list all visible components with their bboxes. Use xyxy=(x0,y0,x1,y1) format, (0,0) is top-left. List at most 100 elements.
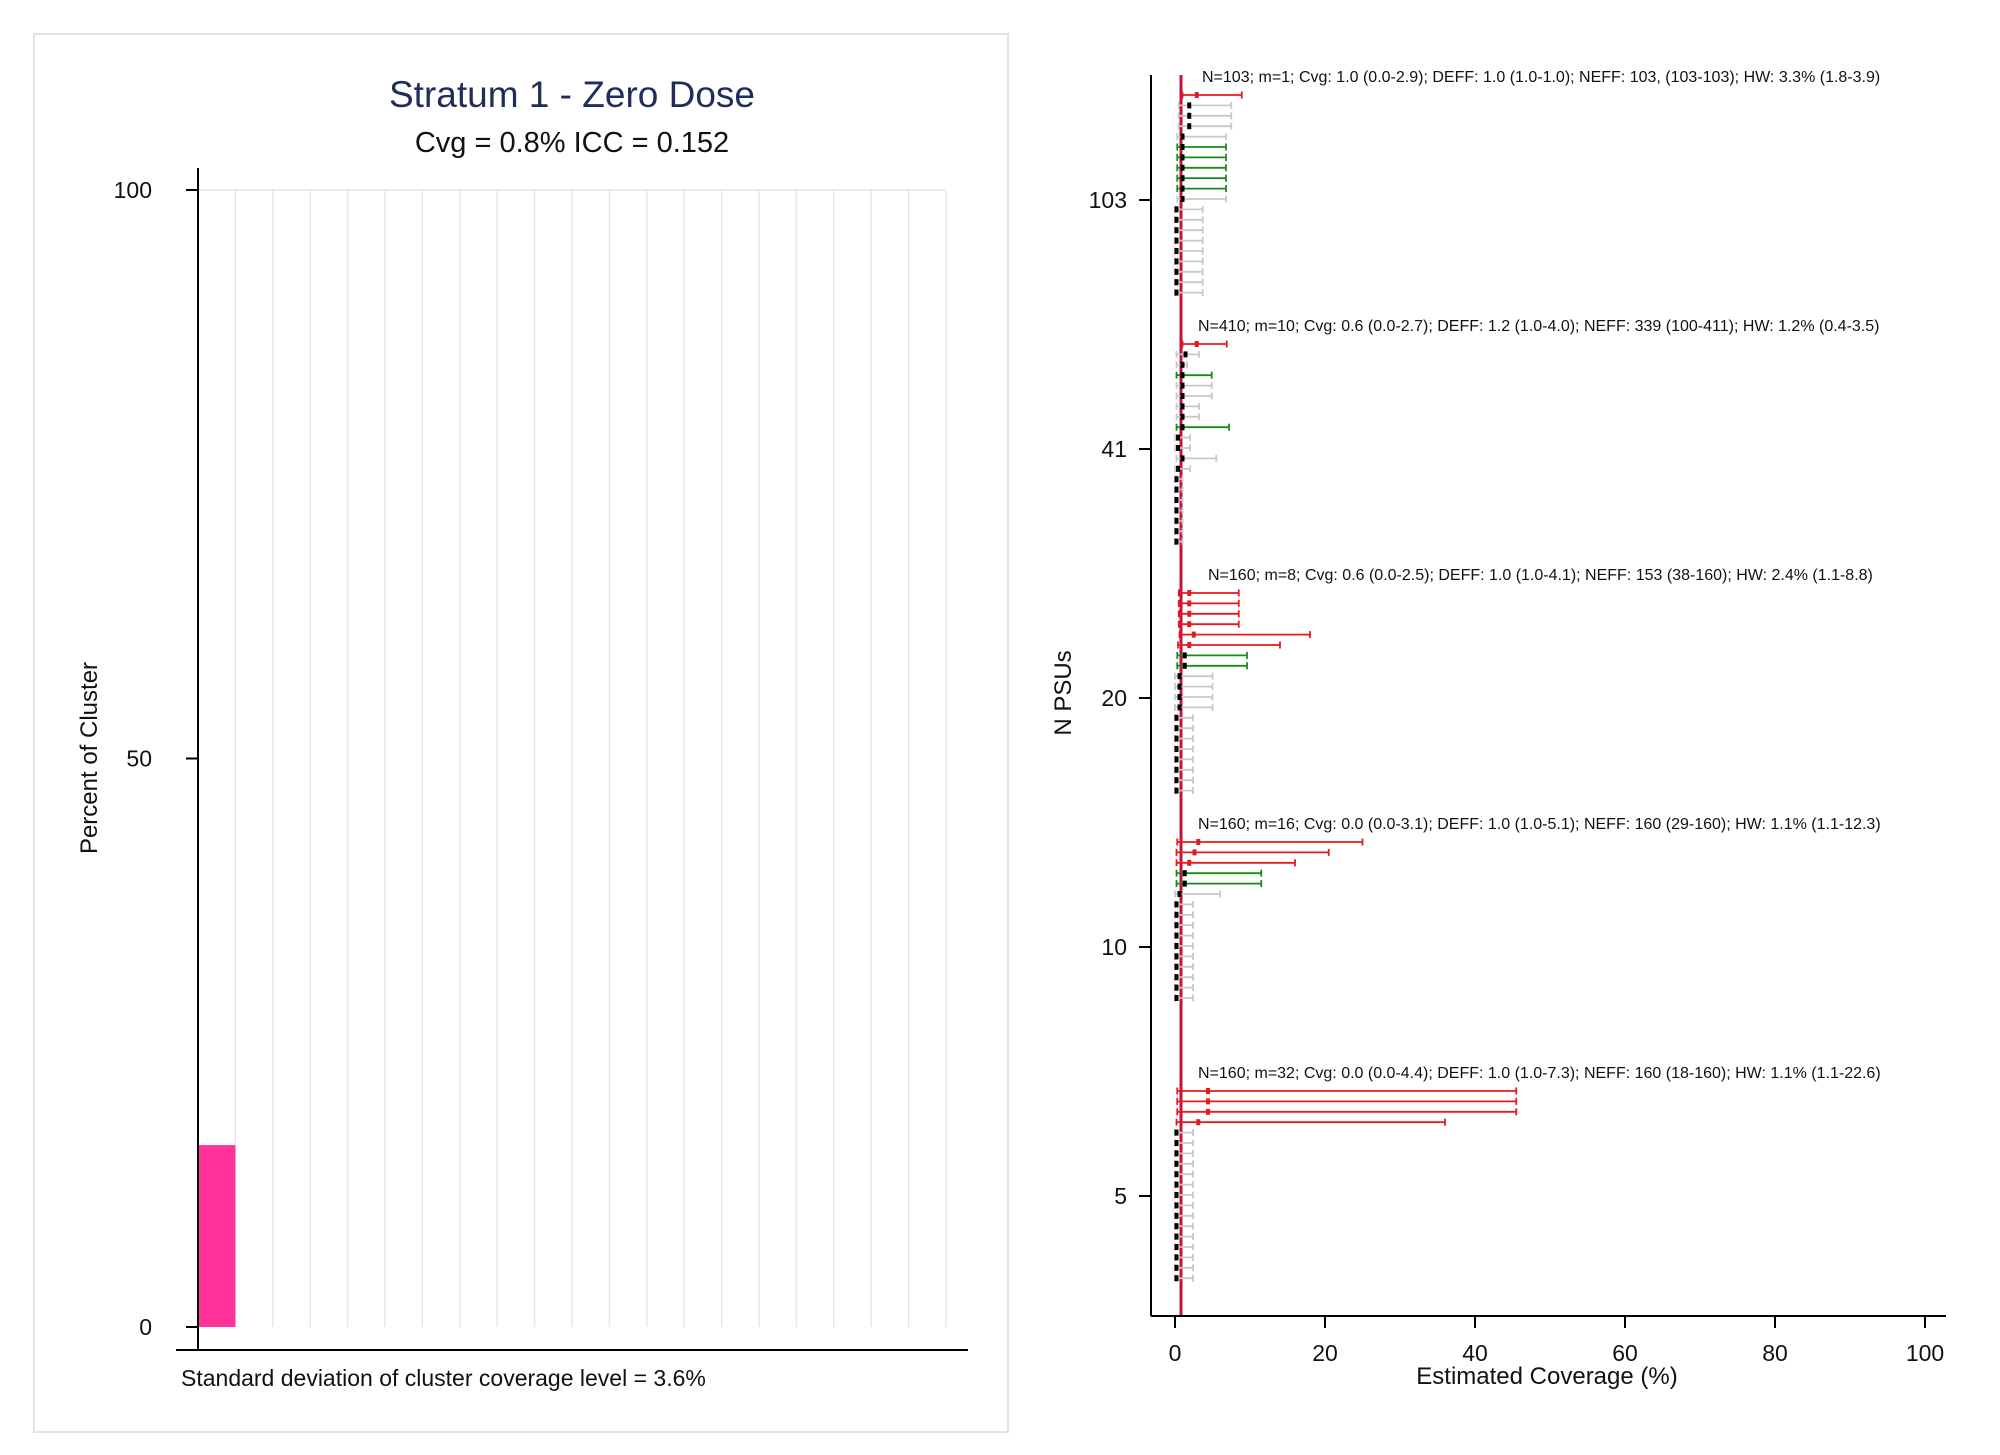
coverage-point xyxy=(1174,756,1179,763)
coverage-y-tick-label: 103 xyxy=(1089,187,1127,213)
coverage-x-tick-label: 100 xyxy=(1906,1340,1944,1366)
coverage-point xyxy=(1174,538,1179,545)
coverage-point xyxy=(1174,1233,1179,1240)
coverage-point xyxy=(1206,1088,1210,1094)
coverage-point xyxy=(1177,694,1182,700)
coverage-y-tick-label: 41 xyxy=(1101,436,1127,462)
coverage-point xyxy=(1174,901,1179,908)
coverage-point xyxy=(1176,445,1180,451)
coverage-point xyxy=(1174,258,1179,265)
coverage-point xyxy=(1177,673,1182,680)
coverage-x-tick-label: 0 xyxy=(1169,1340,1182,1366)
coverage-point xyxy=(1180,382,1185,389)
coverage-x-tick-label: 60 xyxy=(1612,1340,1638,1366)
coverage-point xyxy=(1174,1254,1179,1261)
coverage-group-annotation: N=160; m=32; Cvg: 0.0 (0.0-4.4); DEFF: 1… xyxy=(1198,1065,1881,1082)
coverage-x-label: Estimated Coverage (%) xyxy=(1416,1363,1677,1390)
coverage-group-annotation: N=160; m=16; Cvg: 0.0 (0.0-3.1); DEFF: 1… xyxy=(1198,816,1881,833)
coverage-point xyxy=(1180,361,1185,368)
coverage-point xyxy=(1187,600,1192,607)
coverage-annotations: N=103; m=1; Cvg: 1.0 (0.0-2.9); DEFF: 1.… xyxy=(1198,69,1881,1082)
coverage-point xyxy=(1174,206,1179,213)
histogram-y-tick-label: 0 xyxy=(139,1314,152,1340)
coverage-point xyxy=(1187,123,1192,130)
coverage-point xyxy=(1187,610,1192,617)
coverage-group-annotation: N=160; m=8; Cvg: 0.6 (0.0-2.5); DEFF: 1.… xyxy=(1208,567,1873,584)
coverage-point xyxy=(1174,911,1179,918)
coverage-point xyxy=(1174,517,1179,524)
coverage-point xyxy=(1174,1223,1179,1230)
coverage-point xyxy=(1174,528,1179,535)
histogram-y-ticks: 0 50 100 xyxy=(114,177,198,1340)
histogram-title: Stratum 1 - Zero Dose xyxy=(389,74,755,115)
coverage-x-tick-label: 80 xyxy=(1762,1340,1788,1366)
coverage-point xyxy=(1182,870,1187,877)
coverage-point xyxy=(1180,393,1185,399)
coverage-point xyxy=(1206,1098,1210,1105)
coverage-x-ticks: 0 20 40 60 80 100 xyxy=(1169,1316,1944,1366)
coverage-point xyxy=(1174,984,1179,991)
coverage-panel: N=103; m=1; Cvg: 1.0 (0.0-2.9); DEFF: 1.… xyxy=(1050,69,1946,1390)
coverage-point xyxy=(1196,1119,1201,1126)
coverage-point xyxy=(1174,1192,1179,1198)
histogram-y-label: Percent of Cluster xyxy=(76,662,103,854)
coverage-point xyxy=(1174,922,1179,929)
coverage-point xyxy=(1180,144,1185,150)
coverage-point xyxy=(1174,507,1179,514)
coverage-point xyxy=(1180,403,1185,410)
coverage-point xyxy=(1174,963,1179,970)
coverage-point xyxy=(1174,974,1179,981)
coverage-point xyxy=(1182,662,1187,669)
coverage-point xyxy=(1182,880,1187,887)
coverage-point xyxy=(1174,248,1179,254)
coverage-point xyxy=(1174,1181,1179,1188)
coverage-point xyxy=(1187,859,1192,866)
coverage-point xyxy=(1174,1244,1179,1250)
coverage-point xyxy=(1174,1171,1179,1178)
coverage-point xyxy=(1174,476,1179,483)
coverage-point xyxy=(1174,746,1179,752)
coverage-point xyxy=(1192,849,1197,856)
coverage-point xyxy=(1187,590,1192,596)
coverage-group-annotation: N=410; m=10; Cvg: 0.6 (0.0-2.7); DEFF: 1… xyxy=(1198,318,1879,335)
coverage-intervals xyxy=(1174,91,1518,1282)
coverage-point xyxy=(1187,112,1192,119)
coverage-point xyxy=(1174,1150,1179,1157)
coverage-point xyxy=(1174,1264,1179,1271)
coverage-point xyxy=(1180,164,1185,171)
coverage-point xyxy=(1183,351,1188,358)
coverage-point xyxy=(1174,995,1179,1001)
coverage-point xyxy=(1180,154,1185,161)
coverage-point xyxy=(1180,175,1185,182)
coverage-point xyxy=(1174,1160,1179,1167)
coverage-point xyxy=(1174,279,1179,286)
histogram-y-tick-label: 50 xyxy=(126,746,152,772)
coverage-point xyxy=(1174,777,1179,784)
coverage-point xyxy=(1174,766,1179,773)
coverage-point xyxy=(1174,714,1179,721)
coverage-x-tick-label: 20 xyxy=(1312,1340,1338,1366)
coverage-point xyxy=(1174,953,1179,960)
histogram-subtitle: Cvg = 0.8% ICC = 0.152 xyxy=(415,127,729,159)
coverage-point xyxy=(1177,704,1182,711)
histogram-panel: Stratum 1 - Zero Dose Cvg = 0.8% ICC = 0… xyxy=(33,33,1009,1433)
coverage-point xyxy=(1180,372,1185,379)
coverage-point xyxy=(1174,1129,1179,1136)
coverage-point xyxy=(1180,413,1185,420)
coverage-point xyxy=(1180,424,1185,431)
coverage-point xyxy=(1174,943,1179,949)
coverage-point xyxy=(1180,133,1185,140)
coverage-point xyxy=(1174,289,1179,296)
coverage-point xyxy=(1191,631,1196,638)
coverage-point xyxy=(1187,642,1192,648)
coverage-point xyxy=(1174,497,1179,503)
coverage-point xyxy=(1176,434,1180,441)
coverage-y-ticks: 5 10 20 41 103 xyxy=(1089,187,1151,1209)
coverage-point xyxy=(1174,486,1179,493)
coverage-y-tick-label: 5 xyxy=(1114,1183,1127,1209)
coverage-point xyxy=(1194,92,1199,98)
coverage-point xyxy=(1182,652,1187,659)
histogram-panel-frame xyxy=(33,33,1009,1433)
